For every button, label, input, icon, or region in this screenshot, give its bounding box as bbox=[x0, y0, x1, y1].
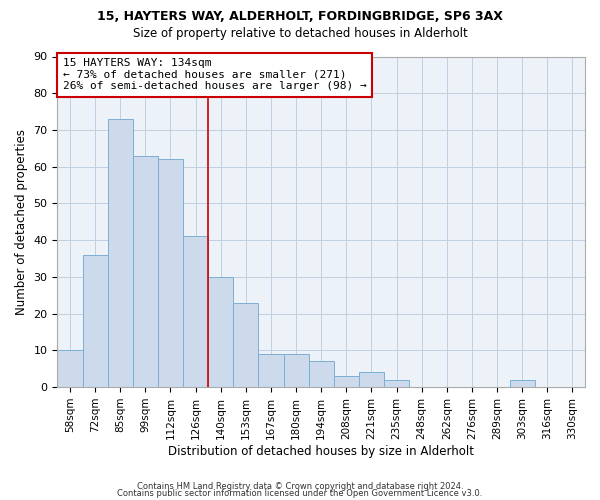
Y-axis label: Number of detached properties: Number of detached properties bbox=[15, 129, 28, 315]
Bar bbox=[259, 354, 284, 387]
Text: Size of property relative to detached houses in Alderholt: Size of property relative to detached ho… bbox=[133, 28, 467, 40]
Bar bbox=[284, 354, 308, 387]
Text: Contains public sector information licensed under the Open Government Licence v3: Contains public sector information licen… bbox=[118, 490, 482, 498]
Bar bbox=[58, 350, 83, 387]
Bar bbox=[107, 119, 133, 387]
Bar bbox=[83, 255, 107, 387]
Bar bbox=[208, 277, 233, 387]
Bar bbox=[158, 160, 183, 387]
Bar bbox=[133, 156, 158, 387]
Bar bbox=[183, 236, 208, 387]
Text: 15, HAYTERS WAY, ALDERHOLT, FORDINGBRIDGE, SP6 3AX: 15, HAYTERS WAY, ALDERHOLT, FORDINGBRIDG… bbox=[97, 10, 503, 23]
Text: Contains HM Land Registry data © Crown copyright and database right 2024.: Contains HM Land Registry data © Crown c… bbox=[137, 482, 463, 491]
Bar bbox=[509, 380, 535, 387]
Bar bbox=[334, 376, 359, 387]
Bar bbox=[233, 302, 259, 387]
Bar bbox=[384, 380, 409, 387]
Text: 15 HAYTERS WAY: 134sqm
← 73% of detached houses are smaller (271)
26% of semi-de: 15 HAYTERS WAY: 134sqm ← 73% of detached… bbox=[62, 58, 367, 92]
X-axis label: Distribution of detached houses by size in Alderholt: Distribution of detached houses by size … bbox=[168, 444, 474, 458]
Bar bbox=[308, 362, 334, 387]
Bar bbox=[359, 372, 384, 387]
